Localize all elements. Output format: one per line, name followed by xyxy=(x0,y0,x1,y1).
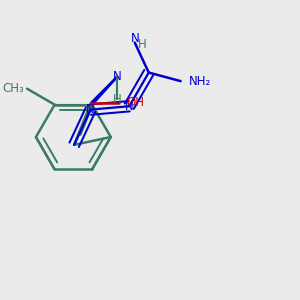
Text: CH₃: CH₃ xyxy=(2,82,24,95)
Text: N: N xyxy=(113,70,122,83)
Text: H: H xyxy=(138,38,146,51)
Text: H: H xyxy=(113,93,122,106)
Text: OH: OH xyxy=(126,96,144,110)
Text: N: N xyxy=(125,100,134,113)
Text: N: N xyxy=(86,103,95,116)
Text: NH₂: NH₂ xyxy=(189,75,212,88)
Text: N: N xyxy=(130,32,139,45)
